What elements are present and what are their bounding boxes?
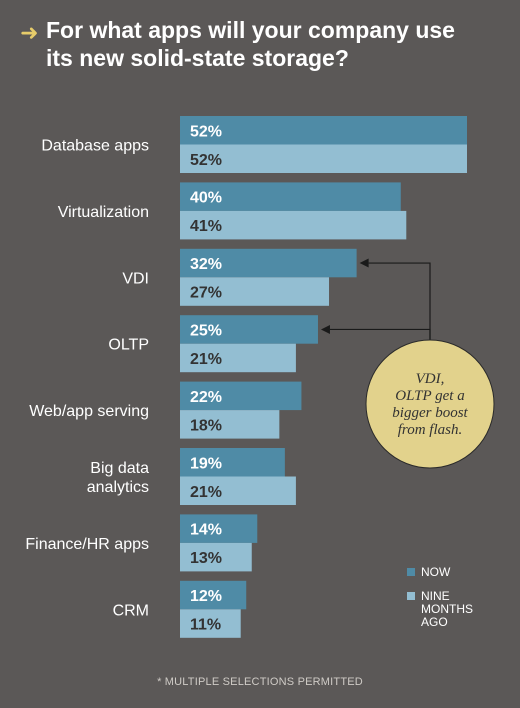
category-label: Finance/HR apps bbox=[25, 536, 149, 553]
callout-connector-oltp bbox=[329, 328, 431, 340]
bar-now bbox=[180, 116, 467, 145]
bar-value-label: 12% bbox=[190, 588, 222, 605]
bars: 52% 52% 40% 41% 32% 27% 25% 21% 22% 18% 19% 21% 14% 1… bbox=[180, 116, 467, 638]
bar-nine-months-ago bbox=[180, 476, 296, 505]
category-label-line: analytics bbox=[87, 479, 149, 496]
category-label-line: Web/app serving bbox=[29, 403, 149, 420]
category-label-line: OLTP bbox=[108, 337, 149, 354]
category-label-line: Big data bbox=[90, 460, 149, 477]
bar-value-label: 25% bbox=[190, 322, 222, 339]
callout-text-line: VDI, bbox=[416, 371, 445, 387]
category-labels: Database apps Virtualization VDI OLTP Web/ap… bbox=[25, 138, 149, 620]
category-label-line: CRM bbox=[113, 602, 149, 619]
bar-nine-months-ago bbox=[180, 343, 296, 373]
bar-value-label: 41% bbox=[190, 218, 222, 235]
bar-value-label: 18% bbox=[190, 417, 222, 434]
bar-nine-months-ago bbox=[180, 542, 252, 572]
bar-now bbox=[180, 448, 285, 477]
category-label-line: Finance/HR apps bbox=[25, 536, 149, 553]
category-label: Big data analytics bbox=[87, 460, 149, 496]
legend-label-line: NOW bbox=[421, 565, 451, 579]
chart-title: For what apps will your company use its … bbox=[46, 17, 455, 71]
category-label-line: Database apps bbox=[41, 138, 149, 155]
bar-now bbox=[180, 381, 302, 411]
bar-value-label: 19% bbox=[190, 455, 222, 472]
legend-label-line: NINE bbox=[421, 589, 450, 603]
category-label: VDI bbox=[122, 270, 149, 287]
legend: NOW NINE MONTHS AGO bbox=[407, 565, 473, 629]
bar-nine-months-ago bbox=[180, 277, 330, 306]
bar-value-label: 52% bbox=[190, 152, 222, 169]
callout-text-line: bigger boost bbox=[392, 405, 468, 421]
bar-now bbox=[180, 315, 318, 344]
bar-value-label: 40% bbox=[190, 190, 222, 207]
callout-circle bbox=[365, 339, 495, 469]
footnote: * MULTIPLE SELECTIONS PERMITTED bbox=[157, 676, 363, 688]
category-label: Database apps bbox=[41, 138, 149, 155]
category-label: Web/app serving bbox=[29, 403, 149, 420]
bar-now bbox=[180, 514, 258, 543]
bar-value-label: 13% bbox=[190, 550, 222, 567]
bar-value-label: 52% bbox=[190, 123, 222, 140]
bar-now bbox=[180, 248, 357, 278]
bar-value-label: 27% bbox=[190, 285, 222, 302]
bar-now bbox=[180, 182, 401, 211]
bar-nine-months-ago bbox=[180, 609, 241, 638]
bar-value-label: 14% bbox=[190, 522, 222, 539]
legend-swatch-now bbox=[407, 568, 415, 576]
bar-nine-months-ago bbox=[180, 410, 280, 439]
callout-connector-vdi bbox=[368, 262, 431, 340]
category-label-line: VDI bbox=[122, 270, 149, 287]
callout-arrowhead-icon bbox=[320, 324, 330, 334]
bar-nine-months-ago bbox=[180, 210, 407, 240]
legend-label: NOW bbox=[421, 565, 451, 579]
category-label: Virtualization bbox=[58, 204, 149, 221]
title-arrow-icon: ➜ bbox=[20, 20, 39, 45]
bar-value-label: 21% bbox=[190, 484, 222, 501]
category-label: OLTP bbox=[108, 337, 149, 354]
bar-nine-months-ago bbox=[180, 144, 467, 173]
legend-swatch-nine-months-ago bbox=[407, 592, 415, 600]
legend-label-line: AGO bbox=[421, 615, 448, 629]
callout-text: VDI, OLTP get a bigger boost from flash. bbox=[392, 371, 468, 438]
callout: VDI, OLTP get a bigger boost from flash. bbox=[320, 258, 495, 469]
callout-text-line: OLTP get a bbox=[395, 388, 464, 404]
callout-arrowhead-icon bbox=[359, 258, 369, 268]
category-label-line: Virtualization bbox=[58, 204, 149, 221]
bar-value-label: 11% bbox=[190, 617, 221, 634]
callout-text-line: from flash. bbox=[398, 422, 462, 438]
bar-value-label: 32% bbox=[190, 256, 222, 273]
legend-label-line: MONTHS bbox=[421, 602, 473, 616]
legend-label: NINE MONTHS AGO bbox=[421, 589, 473, 629]
category-label: CRM bbox=[113, 602, 149, 619]
bar-value-label: 22% bbox=[190, 389, 222, 406]
bar-now bbox=[180, 580, 247, 610]
bar-value-label: 21% bbox=[190, 351, 222, 368]
